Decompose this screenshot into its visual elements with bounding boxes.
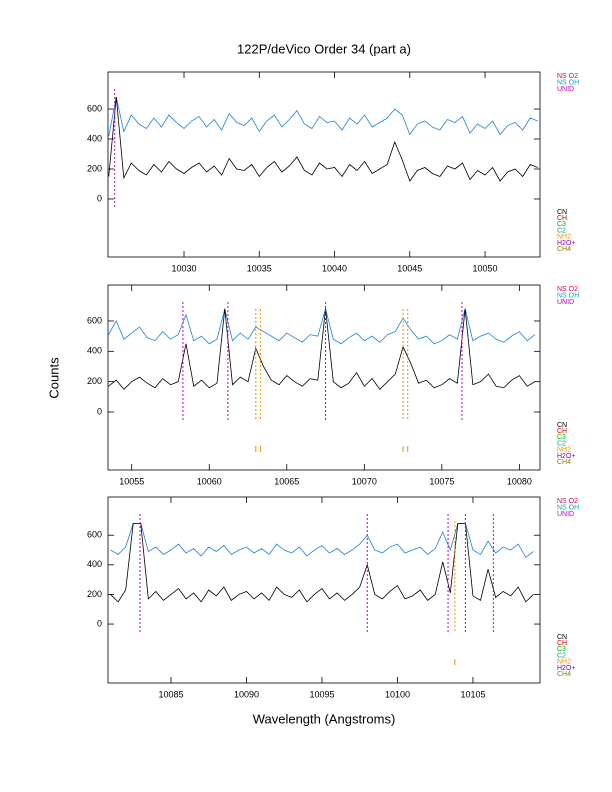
x-tick-label: 10060 — [197, 476, 222, 486]
y-axis-label: Counts — [46, 357, 61, 399]
species-label: NS OH — [557, 79, 579, 86]
species-label: NH2 — [557, 234, 571, 241]
x-tick-label: 10085 — [158, 689, 183, 699]
spectrum-line — [110, 522, 534, 603]
species-label: H2O+ — [557, 453, 575, 460]
species-label: H2O+ — [557, 240, 575, 247]
y-tick-label: 600 — [87, 315, 102, 325]
x-tick-label: 10030 — [171, 263, 196, 273]
x-tick-label: 10100 — [385, 689, 410, 699]
species-label: CN — [557, 634, 567, 641]
species-label: CH — [557, 640, 567, 647]
x-tick-label: 10045 — [397, 263, 422, 273]
species-label: CN — [557, 209, 567, 216]
spectrum-line — [108, 97, 538, 182]
x-tick-label: 10095 — [309, 689, 334, 699]
species-label: UNID — [557, 299, 574, 306]
x-tick-label: 10070 — [352, 476, 377, 486]
y-tick-label: 400 — [87, 559, 102, 569]
species-label: NS OH — [557, 292, 579, 299]
species-label: CH4 — [557, 459, 571, 466]
species-label: C2 — [557, 652, 566, 659]
species-label: C3 — [557, 434, 566, 441]
x-tick-label: 10075 — [429, 476, 454, 486]
species-label: NS O2 — [557, 286, 578, 293]
x-tick-label: 10050 — [473, 263, 498, 273]
y-tick-label: 400 — [87, 133, 102, 143]
y-tick-label: 600 — [87, 530, 102, 540]
species-label: C2 — [557, 227, 566, 234]
x-tick-label: 10080 — [507, 476, 532, 486]
x-tick-label: 10055 — [119, 476, 144, 486]
x-tick-label: 10040 — [322, 263, 347, 273]
species-label: NS O2 — [557, 498, 578, 505]
spectrum-line — [110, 522, 534, 559]
species-label: NS O2 — [557, 73, 578, 80]
y-tick-label: 400 — [87, 346, 102, 356]
species-label: NS OH — [557, 504, 579, 511]
species-label: C2 — [557, 440, 566, 447]
y-tick-label: 0 — [97, 193, 102, 203]
species-label: CN — [557, 422, 567, 429]
species-label: NH2 — [557, 447, 571, 454]
plot-frame — [107, 71, 541, 258]
y-tick-label: 0 — [97, 618, 102, 628]
species-label: C3 — [557, 646, 566, 653]
x-tick-label: 10090 — [234, 689, 259, 699]
y-tick-label: 200 — [87, 589, 102, 599]
y-tick-label: 200 — [87, 376, 102, 386]
species-label: CH — [557, 215, 567, 222]
species-label: UNID — [557, 511, 574, 518]
species-label: NH2 — [557, 659, 571, 666]
species-label: CH — [557, 428, 567, 435]
spectrum-line — [108, 307, 536, 345]
x-tick-label: 10065 — [274, 476, 299, 486]
species-label: H2O+ — [557, 665, 575, 672]
x-tick-label: 10105 — [460, 689, 485, 699]
species-label: CH4 — [557, 671, 571, 678]
y-tick-label: 600 — [87, 103, 102, 113]
y-tick-label: 200 — [87, 163, 102, 173]
species-label: C3 — [557, 221, 566, 228]
title: 122P/deVico Order 34 (part a) — [237, 41, 411, 56]
y-tick-label: 0 — [97, 406, 102, 416]
x-axis-label: Wavelength (Angstroms) — [253, 711, 396, 726]
plot-frame — [107, 496, 541, 684]
spectrum-line — [108, 308, 536, 390]
species-label: UNID — [557, 86, 574, 93]
plot-frame — [107, 284, 541, 471]
species-label: CH4 — [557, 246, 571, 253]
spectrum-line — [108, 96, 538, 137]
x-tick-label: 10035 — [247, 263, 272, 273]
